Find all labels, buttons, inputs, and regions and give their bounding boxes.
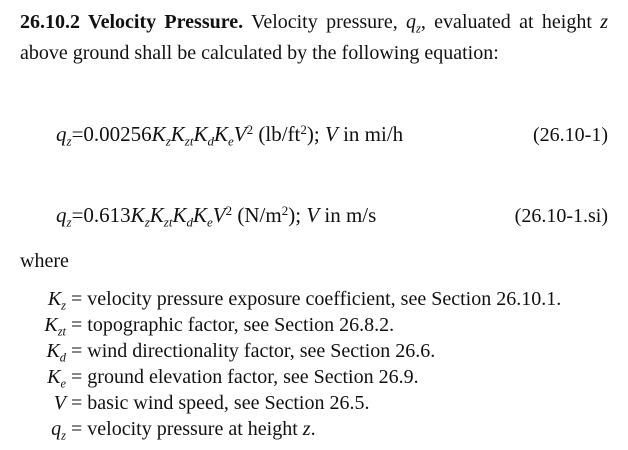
text-run: e bbox=[207, 214, 213, 230]
definition-text: = velocity pressure at height z. bbox=[66, 418, 316, 440]
definition-text: = velocity pressure exposure coefficient… bbox=[66, 288, 561, 310]
text-run: z bbox=[66, 133, 72, 149]
text-run: q bbox=[56, 122, 67, 147]
text-run: = topographic factor, see Section 26.8.2… bbox=[66, 314, 395, 336]
text-run: V bbox=[212, 203, 226, 228]
text-run: e bbox=[60, 376, 67, 391]
text-run: z bbox=[66, 214, 72, 230]
text-run: zt bbox=[184, 133, 194, 149]
text-run: Velocity pressure, bbox=[243, 11, 407, 33]
text-run: . bbox=[310, 418, 316, 440]
text-run: z bbox=[600, 11, 608, 33]
text-run: K bbox=[44, 314, 58, 336]
text-run: , evaluated at height bbox=[420, 11, 601, 33]
text-run: z bbox=[165, 133, 171, 149]
text-run: (N/m bbox=[232, 203, 282, 228]
paragraph: 26.10.2 Velocity Pressure. Velocity pres… bbox=[20, 10, 608, 66]
text-run: z bbox=[302, 418, 311, 440]
definition-text: = topographic factor, see Section 26.8.2… bbox=[66, 314, 394, 336]
text-run: =0.00256 bbox=[71, 122, 152, 147]
equation-number: (26.10-1.si) bbox=[514, 205, 608, 227]
text-run: q bbox=[51, 418, 62, 440]
text-run: K bbox=[130, 203, 145, 228]
text-run: 2 bbox=[281, 203, 289, 218]
where-label: where bbox=[20, 250, 69, 272]
text-run: V bbox=[233, 122, 247, 147]
definition: qz = velocity pressure at height z. bbox=[0, 416, 316, 442]
text-run: zt bbox=[57, 324, 66, 339]
text-run: ); bbox=[288, 203, 307, 228]
text-run: = ground elevation factor, see Section 2… bbox=[66, 366, 419, 388]
symbol: Ke bbox=[0, 364, 66, 396]
symbol: Kd bbox=[0, 338, 66, 370]
text-run: in m/s bbox=[319, 203, 377, 228]
text-run: V bbox=[53, 392, 66, 414]
text-run: in mi/h bbox=[337, 122, 404, 147]
text-run: 2 bbox=[246, 122, 254, 137]
equation: qz=0.00256KzKztKdKeV2 (lb/ft2); V in mi/… bbox=[56, 122, 403, 150]
text-run: K bbox=[193, 122, 208, 147]
text-run: = velocity pressure at height bbox=[66, 418, 303, 440]
equation-number: (26.10-1) bbox=[533, 124, 608, 146]
text-run: 2 bbox=[300, 122, 307, 137]
text-run: z bbox=[61, 298, 66, 313]
text-run: = velocity pressure exposure coefficient… bbox=[66, 288, 562, 310]
text-run: K bbox=[214, 122, 229, 147]
text-run: K bbox=[172, 203, 187, 228]
text-run: z bbox=[144, 214, 150, 230]
text-run: V bbox=[324, 122, 338, 147]
text-run: d bbox=[186, 214, 193, 230]
definition: Kd = wind directionality factor, see Sec… bbox=[0, 338, 435, 364]
text-run: K bbox=[193, 203, 208, 228]
definition-text: = basic wind speed, see Section 26.5. bbox=[66, 392, 369, 414]
text-run: d bbox=[207, 133, 214, 149]
text-run: d bbox=[59, 350, 66, 365]
text-run: q bbox=[56, 203, 67, 228]
text-run: V bbox=[306, 203, 320, 228]
text-run: zt bbox=[163, 214, 173, 230]
definition-text: = ground elevation factor, see Section 2… bbox=[66, 366, 419, 388]
text-run: K bbox=[151, 122, 166, 147]
text-run: K bbox=[149, 203, 164, 228]
symbol: qz bbox=[0, 416, 66, 448]
text-run: ); bbox=[306, 122, 325, 147]
text-run: = basic wind speed, see Section 26.5. bbox=[66, 392, 370, 414]
text-run: K bbox=[170, 122, 185, 147]
text-run: K bbox=[47, 366, 61, 388]
definition: Kz = velocity pressure exposure coeffici… bbox=[0, 286, 561, 312]
text-run: = wind directionality factor, see Sectio… bbox=[66, 340, 436, 362]
text-run: K bbox=[47, 288, 62, 310]
text-run: (lb/ft bbox=[253, 122, 301, 147]
text-run: z bbox=[61, 428, 66, 443]
symbol: Kz bbox=[0, 286, 66, 318]
symbol: Kzt bbox=[0, 312, 66, 344]
text-run: 2 bbox=[225, 203, 233, 218]
definition: V = basic wind speed, see Section 26.5. bbox=[0, 390, 370, 416]
definition: Ke = ground elevation factor, see Sectio… bbox=[0, 364, 419, 390]
text-run: 26.10.2 Velocity Pressure. bbox=[20, 11, 244, 33]
text-run: q bbox=[406, 11, 417, 33]
definition: Kzt = topographic factor, see Section 26… bbox=[0, 312, 394, 338]
symbol: V bbox=[0, 390, 66, 416]
text-run: =0.613 bbox=[71, 203, 131, 228]
text-run: K bbox=[46, 340, 60, 362]
text-run: z bbox=[416, 21, 421, 36]
definition-text: = wind directionality factor, see Sectio… bbox=[66, 340, 435, 362]
text-run: above ground shall be calculated by the … bbox=[20, 42, 499, 65]
equation: qz=0.613KzKztKdKeV2 (N/m2); V in m/s bbox=[56, 203, 376, 231]
text-run: e bbox=[228, 133, 234, 149]
